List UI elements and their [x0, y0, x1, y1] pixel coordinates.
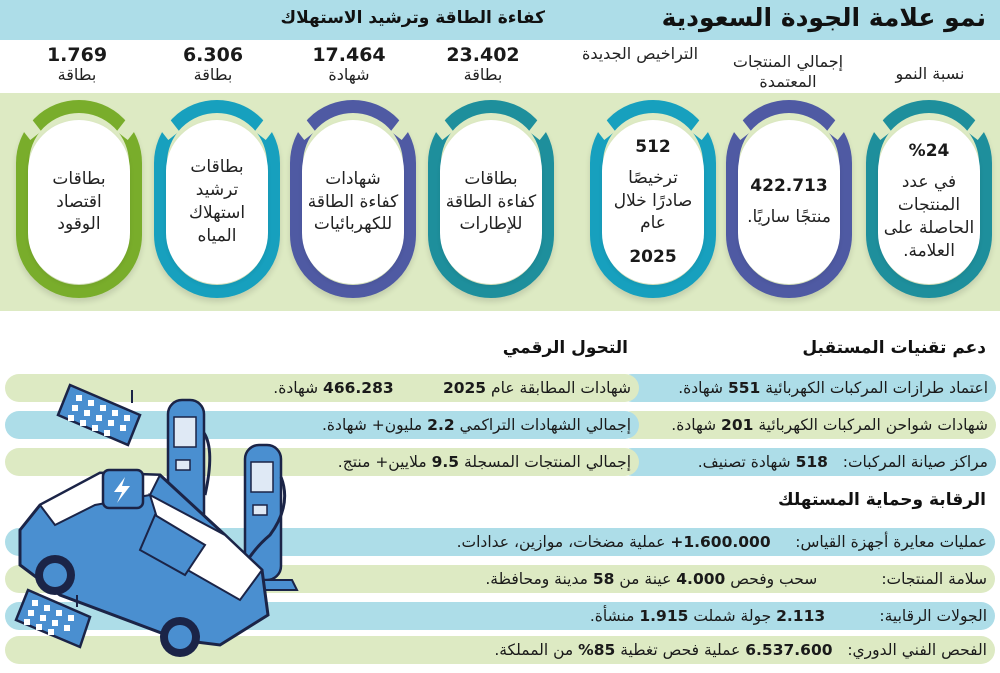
growth-value: %24	[908, 141, 950, 162]
stat-unit: بطاقة	[57, 65, 97, 85]
tires-text: بطاقات كفاءة الطاقة للإطارات	[445, 168, 537, 235]
capsule-ring	[866, 100, 992, 298]
stat-unit: بطاقة	[193, 65, 233, 85]
capsule-tires: بطاقات كفاءة الطاقة للإطارات	[428, 100, 554, 298]
ev-charging-illustration	[14, 383, 299, 657]
capsule-growth: %24 في عدد المنتجات الحاصلة على العلامة.	[866, 100, 992, 298]
products-text: منتجًا ساريًا.	[747, 206, 831, 227]
lightning-bolt-icon	[101, 468, 145, 510]
licenses-year: 2025	[629, 247, 677, 268]
stat-water: 6.306 بطاقة	[148, 44, 278, 85]
capsule-ring	[154, 100, 280, 298]
stat-value: 1.769	[46, 44, 108, 66]
electric-car-icon	[18, 468, 270, 657]
section-title-oversight: الرقابة وحماية المستهلك	[778, 490, 986, 510]
future-tech-row: مراكز صيانة المركبات: 518 شهادة تصنيف.	[618, 448, 996, 476]
stat-value: 23.402	[446, 44, 520, 66]
stat-value: 17.464	[312, 44, 386, 66]
capsule-fuel: بطاقات اقتصاد الوقود	[16, 100, 142, 298]
stat-tires: 23.402 بطاقة	[418, 44, 548, 85]
fuel-text: بطاقات اقتصاد الوقود	[52, 168, 106, 235]
licenses-value: 512	[635, 136, 671, 157]
capsule-products: 422.713 منتجًا ساريًا.	[726, 100, 852, 298]
header-band	[0, 0, 1000, 40]
page-title: نمو علامة الجودة السعودية	[661, 3, 986, 32]
stat-fuel: 1.769 بطاقة	[12, 44, 142, 85]
capsule-water: بطاقات ترشيد استهلاك المياه	[154, 100, 280, 298]
growth-text: في عدد المنتجات الحاصلة على العلامة.	[883, 172, 975, 261]
section-title-digital: التحول الرقمي	[502, 338, 628, 358]
solar-panel-icon	[56, 383, 142, 447]
digital-row: شهادات المطابقة عام 2025 466.283 شهادة.	[5, 374, 639, 402]
label-total-products: إجمالي المنتجات المعتمدة	[732, 52, 844, 91]
water-text: بطاقات ترشيد استهلاك المياه	[188, 157, 246, 246]
label-growth: نسبة النمو	[895, 64, 965, 83]
licenses-text: ترخيصًا صادرًا خلال عام	[613, 167, 693, 234]
stat-electrical: 17.464 شهادة	[284, 44, 414, 85]
section-title-future-tech: دعم تقنيات المستقبل	[802, 338, 986, 358]
label-new-licenses: التراخيص الجديدة	[581, 44, 699, 63]
section-title-energy: كفاءة الطاقة وترشيد الاستهلاك	[280, 8, 545, 28]
stat-value: 6.306	[182, 44, 244, 66]
electrical-text: شهادات كفاءة الطاقة للكهربائيات	[307, 168, 399, 235]
future-tech-row: شهادات شواحن المركبات الكهربائية 201 شها…	[618, 411, 996, 439]
future-tech-row: اعتماد طرازات المركبات الكهربائية 551 شه…	[618, 374, 996, 402]
capsule-electrical: شهادات كفاءة الطاقة للكهربائيات	[290, 100, 416, 298]
products-value: 422.713	[750, 175, 828, 196]
stat-unit: شهادة	[328, 65, 370, 85]
capsule-licenses: 512 ترخيصًا صادرًا خلال عام 2025	[590, 100, 716, 298]
stat-unit: بطاقة	[463, 65, 503, 85]
solar-panel-icon	[14, 588, 92, 649]
